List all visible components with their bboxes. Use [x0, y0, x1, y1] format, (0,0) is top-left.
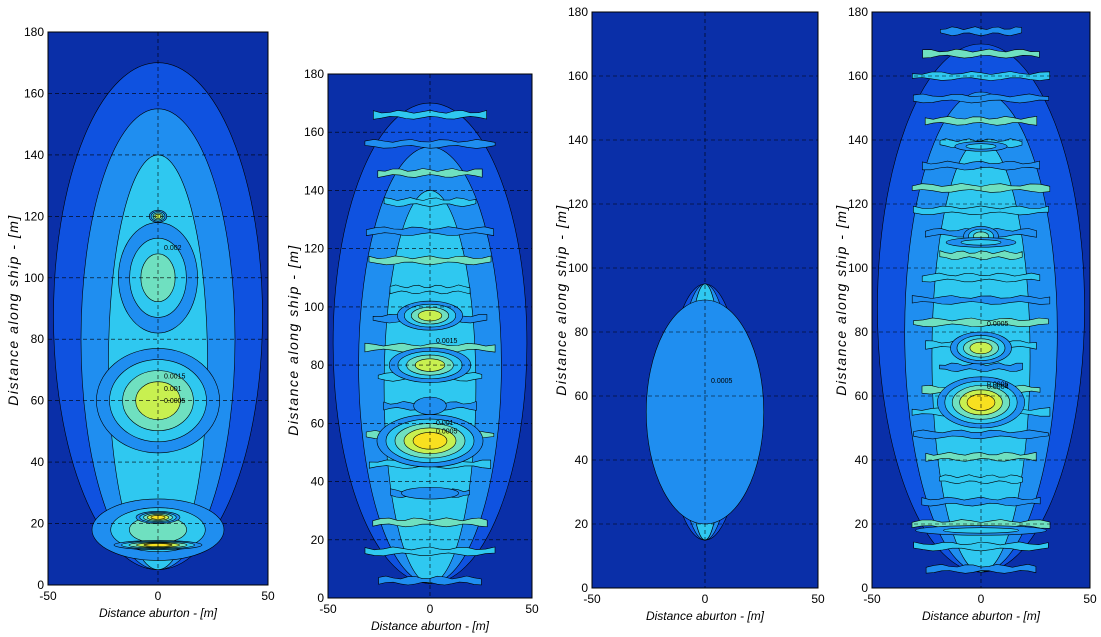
- contour-band: [939, 250, 1023, 260]
- panel-2: 0.0005 0.001 0.0015 0 20 40 60 80 100 120 140 160 18…: [285, 67, 539, 633]
- contour-band: [364, 139, 496, 149]
- y-tick-label: 160: [848, 69, 868, 83]
- axes-box: [591, 11, 819, 589]
- y-tick-label: 20: [575, 517, 589, 531]
- axes-box: [327, 73, 533, 599]
- y-tick-label: 60: [311, 416, 325, 430]
- x-tick-label: 50: [261, 589, 275, 603]
- y-tick-label: 0: [37, 578, 44, 592]
- x-tick-label: -50: [863, 592, 881, 606]
- y-tick-label: 100: [848, 261, 868, 275]
- contour-band: [940, 26, 1022, 37]
- contour-label: 0.001: [436, 420, 454, 427]
- contour-band: [922, 48, 1040, 59]
- y-tick-label: 160: [568, 69, 588, 83]
- y-tick-label: 100: [24, 271, 44, 285]
- contour-band: [922, 160, 1040, 171]
- x-tick-label: 50: [1083, 592, 1097, 606]
- x-tick-label: 0: [427, 602, 434, 616]
- contour-label: 0.0005: [164, 398, 186, 405]
- contour-band: [389, 284, 471, 295]
- y-axis-label: Distance along ship - [m]: [5, 214, 21, 406]
- x-axis-label: Distance aburton - [m]: [371, 619, 490, 633]
- y-tick-label: 20: [855, 517, 869, 531]
- x-tick-label: -50: [39, 589, 57, 603]
- contour-band: [939, 474, 1023, 485]
- y-tick-label: 40: [575, 453, 589, 467]
- y-tick-label: 120: [568, 197, 588, 211]
- x-axis-label: Distance aburton - [m]: [922, 609, 1041, 623]
- contour-label: 0.0015: [436, 338, 458, 345]
- y-tick-label: 120: [304, 242, 324, 256]
- contour-band: [921, 496, 1041, 507]
- y-tick-label: 80: [311, 358, 325, 372]
- contour-band: [921, 272, 1041, 283]
- y-tick-label: 60: [31, 394, 45, 408]
- y-tick-label: 60: [575, 389, 589, 403]
- y-tick-label: 160: [24, 86, 44, 100]
- y-tick-label: 80: [31, 332, 45, 346]
- y-tick-label: 120: [848, 197, 868, 211]
- contour-label: 0.001: [164, 386, 182, 393]
- contour-band: [368, 255, 492, 266]
- contour-label: 0.002: [164, 245, 182, 252]
- y-tick-label: 40: [31, 455, 45, 469]
- hotspot-contour: [966, 393, 996, 411]
- y-tick-label: 0: [581, 581, 588, 595]
- contour-label: 0.0015: [164, 374, 186, 381]
- y-tick-label: 100: [304, 300, 324, 314]
- x-tick-label: -50: [583, 592, 601, 606]
- y-tick-label: 160: [304, 125, 324, 139]
- y-tick-label: 80: [575, 325, 589, 339]
- contour-band: [939, 362, 1023, 372]
- x-tick-label: 50: [811, 592, 825, 606]
- y-tick-label: 40: [855, 453, 869, 467]
- y-tick-label: 20: [311, 533, 325, 547]
- contour-label: 0.0005: [711, 378, 733, 385]
- y-tick-label: 140: [568, 133, 588, 147]
- y-axis-label: Distance along ship - [m]: [833, 204, 849, 396]
- contour-label: 0.0005: [987, 321, 1009, 328]
- y-axis-label: Distance along ship - [m]: [553, 204, 569, 396]
- x-tick-label: -50: [319, 602, 337, 616]
- x-tick-label: 0: [155, 589, 162, 603]
- y-tick-label: 140: [24, 148, 44, 162]
- y-tick-label: 180: [24, 25, 44, 39]
- y-tick-label: 100: [568, 261, 588, 275]
- y-tick-label: 40: [311, 475, 325, 489]
- x-tick-label: 0: [702, 592, 709, 606]
- y-tick-label: 80: [855, 325, 869, 339]
- y-tick-label: 0: [861, 581, 868, 595]
- y-tick-label: 0: [317, 591, 324, 605]
- contour-label: 0.0004: [987, 384, 1009, 391]
- axes-box: [47, 31, 269, 586]
- x-axis-label: Distance aburton - [m]: [99, 606, 218, 620]
- y-tick-label: 180: [304, 67, 324, 81]
- y-tick-label: 180: [848, 5, 868, 19]
- x-tick-label: 0: [978, 592, 985, 606]
- contour-label: 0.0005: [436, 429, 458, 436]
- contour-label: 0.0006: [987, 381, 1009, 388]
- x-axis-label: Distance aburton - [m]: [646, 609, 765, 623]
- y-tick-label: 180: [568, 5, 588, 19]
- y-tick-label: 60: [855, 389, 869, 403]
- contour-band: [373, 109, 487, 120]
- y-tick-label: 20: [31, 517, 45, 531]
- y-tick-label: 140: [848, 133, 868, 147]
- y-tick-label: 120: [24, 209, 44, 223]
- x-tick-label: 50: [525, 602, 539, 616]
- y-axis-label: Distance along ship - [m]: [285, 244, 301, 436]
- panel-1: 0.0005 0.001 0.0015 0.002 0 20 40 60 80 100 120 140…: [5, 25, 275, 620]
- y-tick-label: 140: [304, 183, 324, 197]
- axes-box: [871, 11, 1091, 589]
